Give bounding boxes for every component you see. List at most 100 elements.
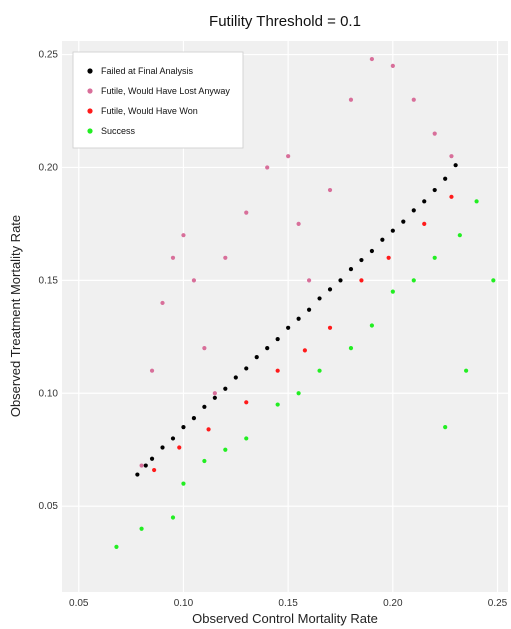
data-point [464,368,469,373]
data-point [191,416,197,421]
chart-title: Futility Threshold = 0.1 [209,13,361,30]
data-point [160,300,165,306]
x-tick-label: 0.15 [278,598,298,609]
data-point [265,165,270,170]
data-point [296,316,301,321]
data-point [223,447,228,452]
data-point [202,346,207,351]
data-point [275,402,280,407]
series-1 [139,56,454,468]
data-point [170,436,176,441]
data-point [191,278,197,283]
data-point [327,187,333,193]
data-point [181,481,186,486]
data-points [114,56,496,549]
data-point [449,194,454,199]
data-point [302,348,307,353]
data-point [160,445,165,450]
series-3 [114,199,496,549]
data-point [202,404,207,409]
data-point [327,287,333,292]
data-point [453,163,458,168]
data-point [474,199,479,204]
data-point [181,425,186,430]
legend-label-3: Success [101,126,136,136]
legend-marker-1 [87,88,93,94]
data-point [348,97,354,102]
x-tick-label: 0.05 [69,598,89,609]
y-tick-label: 0.05 [39,501,59,512]
data-point [135,472,140,477]
data-point [390,228,395,233]
data-point [265,346,270,351]
data-point [143,463,148,468]
data-point [443,425,448,430]
data-point [411,278,416,283]
series-0 [135,163,458,477]
data-point [432,255,437,260]
data-point [296,391,301,396]
data-point [152,467,157,473]
data-point [212,395,217,400]
data-point [449,154,454,159]
data-point [317,296,322,301]
y-tick-label: 0.20 [39,162,59,173]
data-point [306,278,312,283]
x-tick-label: 0.25 [488,598,508,609]
data-point [411,208,416,213]
data-point [457,233,462,238]
data-point [401,219,406,224]
legend-label-1: Futile, Would Have Lost Anyway [101,86,230,96]
data-point [306,307,312,312]
legend-marker-2 [87,108,93,114]
data-point [177,445,182,450]
data-point [202,458,207,464]
data-point [233,375,238,380]
data-point [212,391,217,396]
data-point [170,255,176,260]
y-axis-title: Observed Treatment Mortality Rate [8,215,23,417]
data-point [244,366,249,371]
data-point [223,386,228,391]
data-point [206,427,211,432]
data-point [275,368,280,373]
data-point [327,325,333,330]
data-point [369,248,374,254]
data-point [359,278,364,283]
data-point [369,323,374,328]
x-tick-label: 0.10 [174,598,194,609]
y-tick-label: 0.25 [39,50,59,61]
legend-box [72,51,244,149]
data-point [443,176,448,181]
legend-label-2: Futile, Would Have Won [101,106,198,116]
legend: Failed at Final Analysis Futile, Would Ha… [72,51,244,149]
data-point [114,544,119,549]
x-tick-label: 0.20 [383,598,403,609]
legend-marker-0 [87,68,93,74]
data-point [244,436,249,441]
legend-marker-3 [87,128,93,134]
data-point [275,336,280,342]
axis-ticks: 0.05 0.10 0.15 0.20 0.25 0.05 0.10 0.15 0.20 0.25 [39,50,508,609]
data-point [386,255,391,260]
y-tick-label: 0.10 [39,388,59,399]
data-point [286,154,291,159]
data-point [244,400,249,405]
data-point [338,278,343,283]
data-point [244,210,249,215]
data-point [317,368,322,373]
data-point [139,526,144,531]
data-point [223,255,228,260]
data-point [491,278,496,283]
data-point [422,199,427,204]
data-point [369,56,374,62]
series-2 [152,194,454,473]
data-point [149,456,155,461]
legend-label-0: Failed at Final Analysis [101,66,194,76]
data-point [390,289,395,294]
data-point [296,221,301,227]
data-point [411,97,416,102]
data-point [170,515,176,520]
y-tick-label: 0.15 [39,275,59,286]
